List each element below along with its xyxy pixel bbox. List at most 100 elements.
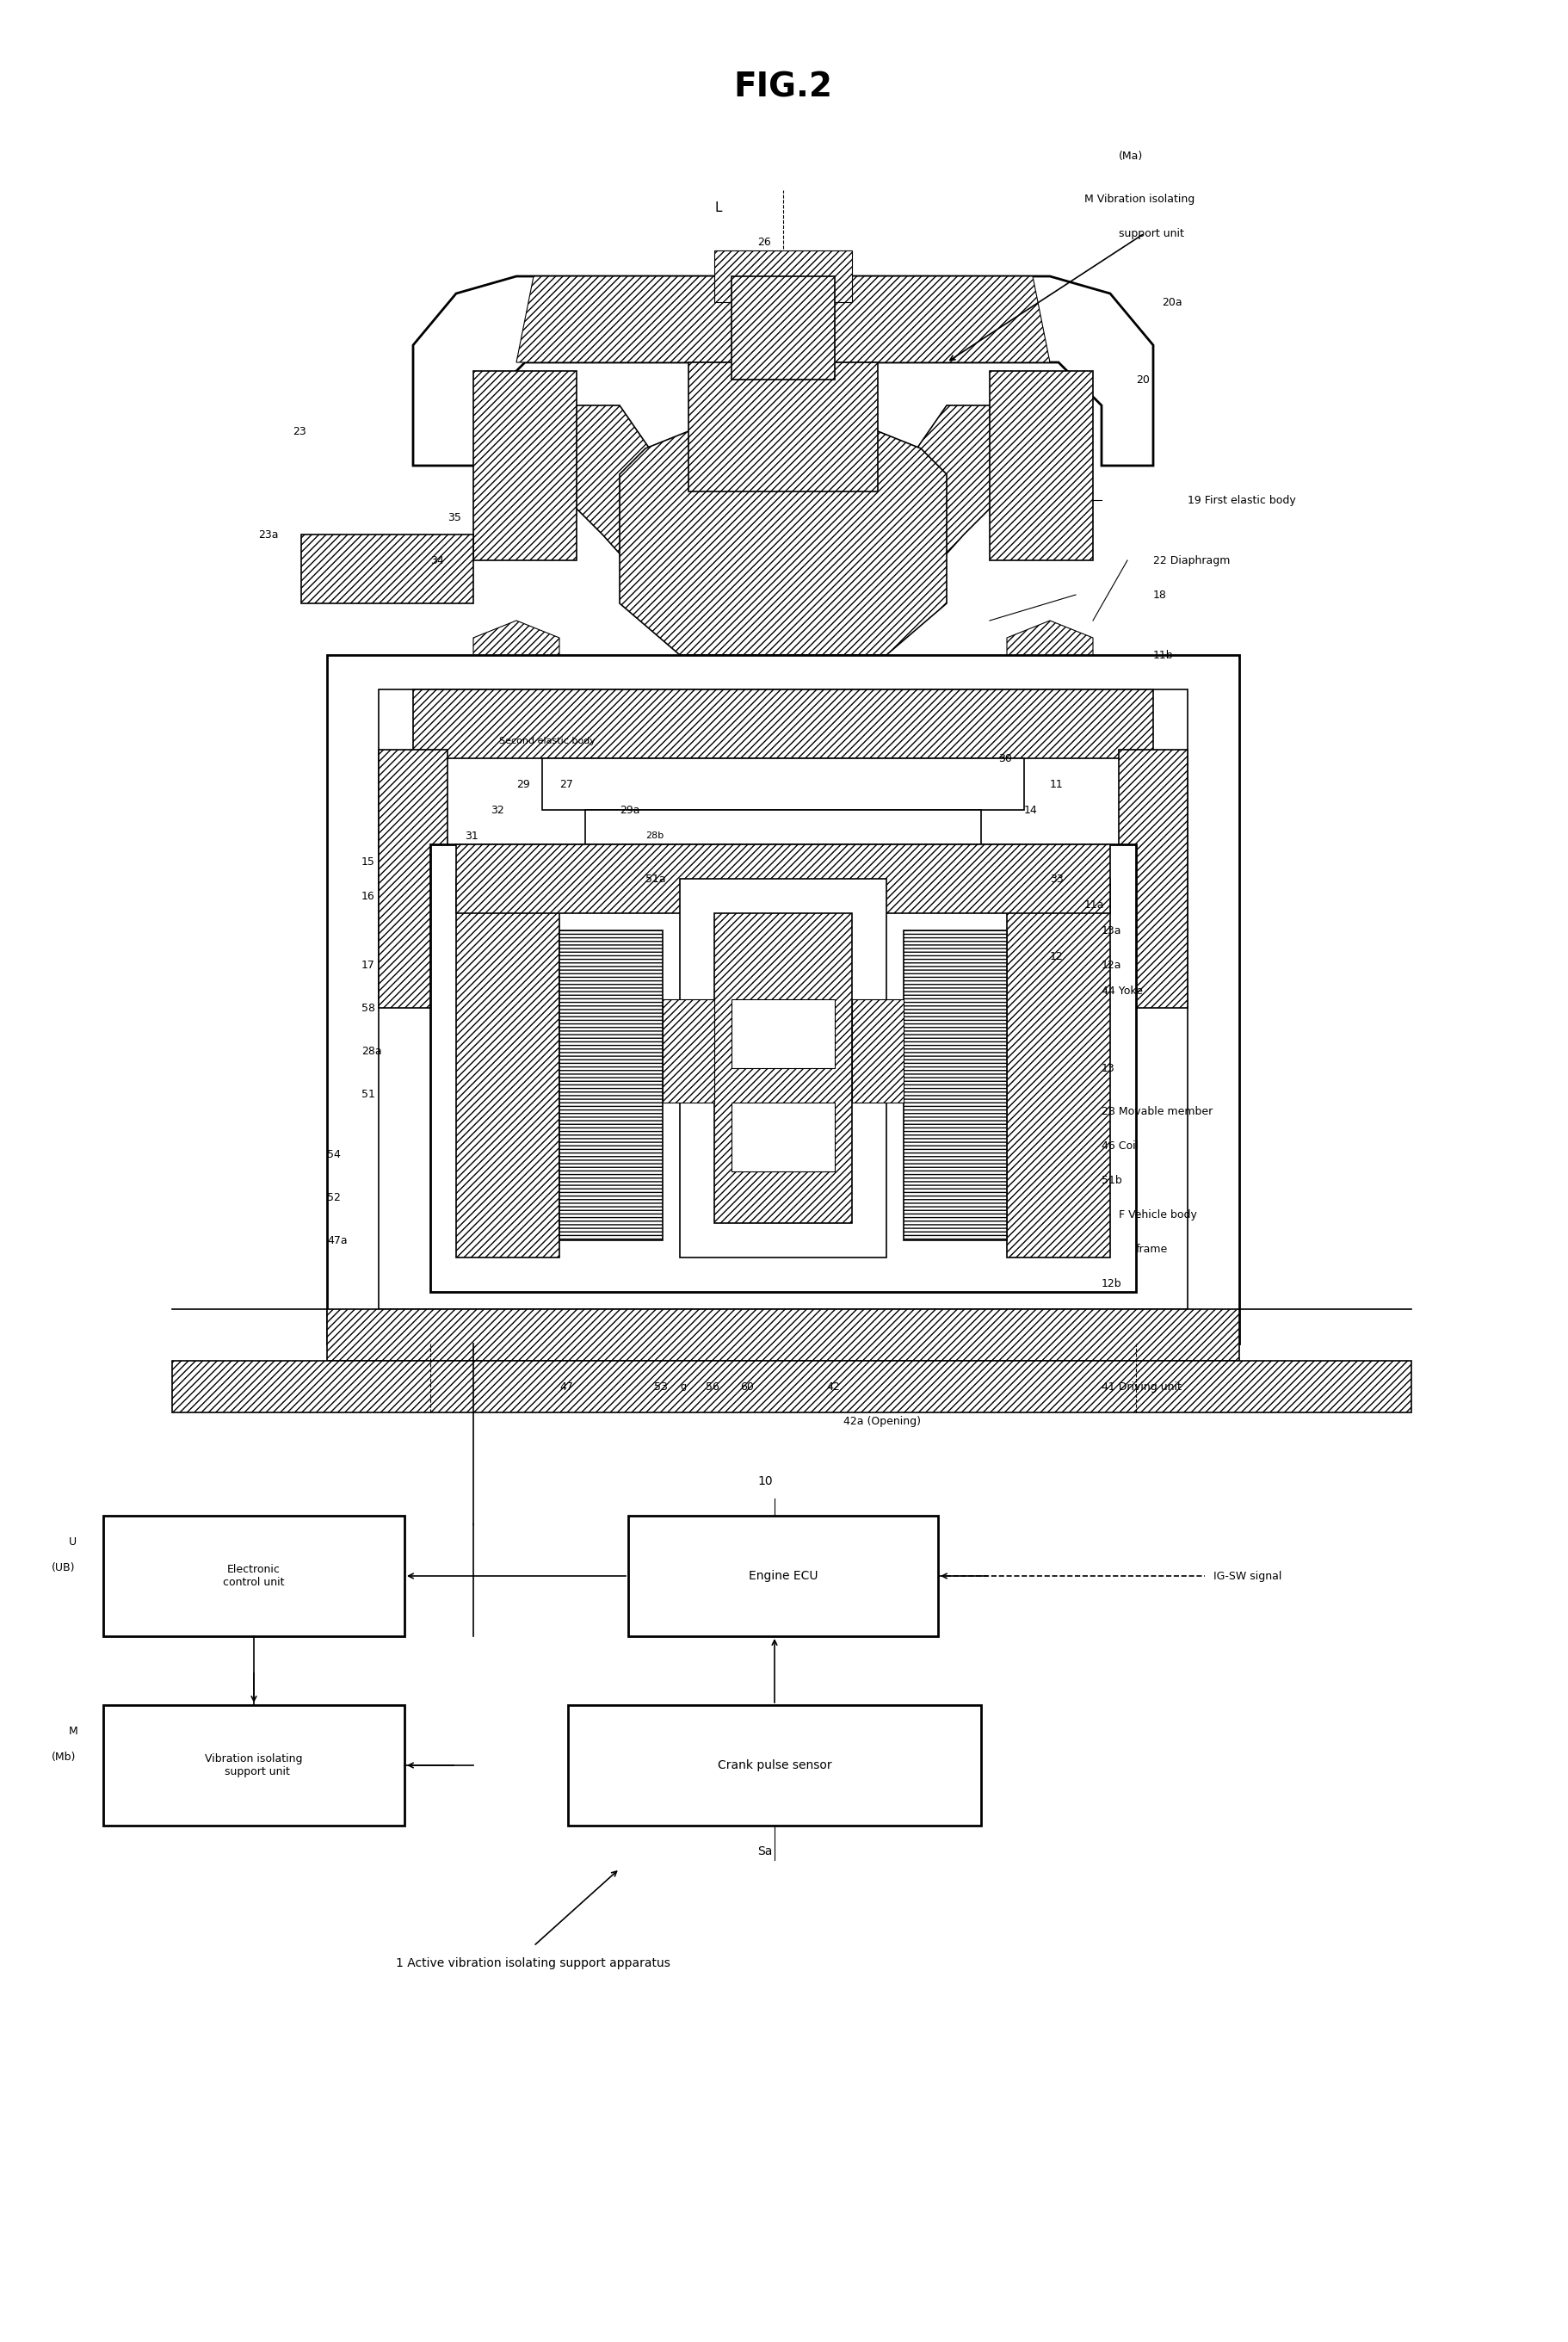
Text: 14: 14 xyxy=(1024,803,1038,815)
Text: 26: 26 xyxy=(757,237,771,248)
Text: Second elastic body: Second elastic body xyxy=(499,738,596,745)
Bar xyxy=(328,1309,1239,1361)
Text: 28b: 28b xyxy=(646,831,663,841)
Text: 54: 54 xyxy=(328,1148,340,1159)
Text: 52: 52 xyxy=(328,1192,340,1204)
Text: 33: 33 xyxy=(1051,874,1063,885)
Text: Engine ECU: Engine ECU xyxy=(748,1569,818,1581)
Bar xyxy=(474,370,577,560)
Text: 47a: 47a xyxy=(328,1234,348,1246)
Text: 17: 17 xyxy=(362,960,375,970)
Text: 16: 16 xyxy=(362,890,375,902)
Text: Electronic
control unit: Electronic control unit xyxy=(223,1564,285,1588)
Text: 13a: 13a xyxy=(1102,925,1121,937)
Bar xyxy=(172,1361,1411,1412)
Bar xyxy=(585,810,982,845)
Polygon shape xyxy=(619,431,947,656)
Text: 20a: 20a xyxy=(1162,297,1182,307)
Text: 28a: 28a xyxy=(362,1045,381,1056)
Text: M Vibration isolating: M Vibration isolating xyxy=(1085,194,1195,204)
Text: 31: 31 xyxy=(464,829,478,841)
Text: FIG.2: FIG.2 xyxy=(734,70,833,103)
Bar xyxy=(1120,749,1187,1007)
Text: 60: 60 xyxy=(740,1382,754,1391)
Bar xyxy=(629,1515,938,1637)
Bar xyxy=(1007,878,1110,1258)
Text: 19 First elastic body: 19 First elastic body xyxy=(1187,494,1295,506)
Text: 23a: 23a xyxy=(259,529,279,541)
Text: L: L xyxy=(715,201,721,213)
Bar xyxy=(568,1705,982,1824)
Text: 11: 11 xyxy=(1051,778,1063,789)
Text: 46 Coil: 46 Coil xyxy=(1102,1141,1138,1152)
Text: 29a: 29a xyxy=(619,803,640,815)
Text: 30: 30 xyxy=(999,752,1011,763)
Text: (UB): (UB) xyxy=(52,1562,75,1574)
Bar xyxy=(663,1000,715,1103)
Text: 42: 42 xyxy=(826,1382,840,1391)
Bar xyxy=(715,913,851,1223)
Text: 12a: 12a xyxy=(1102,960,1121,970)
Text: g: g xyxy=(681,1382,687,1391)
Bar xyxy=(688,363,878,492)
Text: (Mb): (Mb) xyxy=(52,1752,77,1761)
Text: U: U xyxy=(69,1536,77,1548)
Polygon shape xyxy=(516,276,1051,363)
Text: IG-SW signal: IG-SW signal xyxy=(1214,1571,1281,1581)
Text: 12b: 12b xyxy=(1102,1279,1121,1288)
Text: 47: 47 xyxy=(560,1382,572,1391)
Polygon shape xyxy=(474,621,1093,689)
Text: 11b: 11b xyxy=(1152,649,1173,660)
Text: frame: frame xyxy=(1135,1244,1168,1255)
Text: 51b: 51b xyxy=(1102,1173,1123,1185)
Text: 1 Active vibration isolating support apparatus: 1 Active vibration isolating support app… xyxy=(395,1958,670,1970)
Text: 51: 51 xyxy=(362,1089,375,1098)
Text: 15: 15 xyxy=(362,855,375,867)
Text: 34: 34 xyxy=(430,555,444,567)
Text: 23: 23 xyxy=(293,426,306,438)
Bar xyxy=(560,930,663,1241)
Text: 42a (Opening): 42a (Opening) xyxy=(844,1415,920,1426)
Text: F Vehicle body: F Vehicle body xyxy=(1120,1208,1196,1220)
Text: 58: 58 xyxy=(362,1002,375,1014)
Text: 44 Yoke: 44 Yoke xyxy=(1102,986,1143,995)
Bar xyxy=(103,1705,405,1824)
Bar xyxy=(989,370,1093,560)
Text: Vibration isolating
  support unit: Vibration isolating support unit xyxy=(205,1754,303,1778)
Bar xyxy=(851,1000,903,1103)
Text: 18: 18 xyxy=(1152,590,1167,600)
Text: 27: 27 xyxy=(560,778,572,789)
Text: 35: 35 xyxy=(447,511,461,522)
Text: 51a: 51a xyxy=(646,874,666,885)
Text: M: M xyxy=(69,1726,78,1735)
Text: 56: 56 xyxy=(706,1382,720,1391)
Text: (Ma): (Ma) xyxy=(1120,150,1143,162)
Text: 10: 10 xyxy=(757,1475,773,1487)
Polygon shape xyxy=(412,276,1152,466)
Bar xyxy=(543,759,1024,810)
Bar xyxy=(412,689,1152,759)
Bar xyxy=(378,749,447,1007)
Bar xyxy=(328,656,1239,1344)
Bar xyxy=(103,1515,405,1637)
Text: support unit: support unit xyxy=(1120,227,1184,239)
Bar xyxy=(903,930,1007,1241)
Bar xyxy=(732,1000,834,1068)
Bar xyxy=(430,845,1135,1293)
Bar xyxy=(456,845,1110,913)
Text: Crank pulse sensor: Crank pulse sensor xyxy=(718,1759,831,1771)
Bar xyxy=(715,251,851,302)
Text: 20: 20 xyxy=(1135,375,1149,384)
Bar xyxy=(681,878,886,1258)
Text: 41 Driving unit: 41 Driving unit xyxy=(1102,1382,1181,1391)
Bar xyxy=(301,534,474,604)
Text: 22 Diaphragm: 22 Diaphragm xyxy=(1152,555,1231,567)
Bar xyxy=(378,689,1187,1309)
Text: 32: 32 xyxy=(491,803,503,815)
Text: Sa: Sa xyxy=(757,1845,773,1857)
Text: 13: 13 xyxy=(1102,1063,1115,1073)
Text: 28 Movable member: 28 Movable member xyxy=(1102,1105,1212,1117)
Bar xyxy=(456,878,560,1258)
Text: 12: 12 xyxy=(1051,951,1063,963)
Bar xyxy=(732,276,834,379)
